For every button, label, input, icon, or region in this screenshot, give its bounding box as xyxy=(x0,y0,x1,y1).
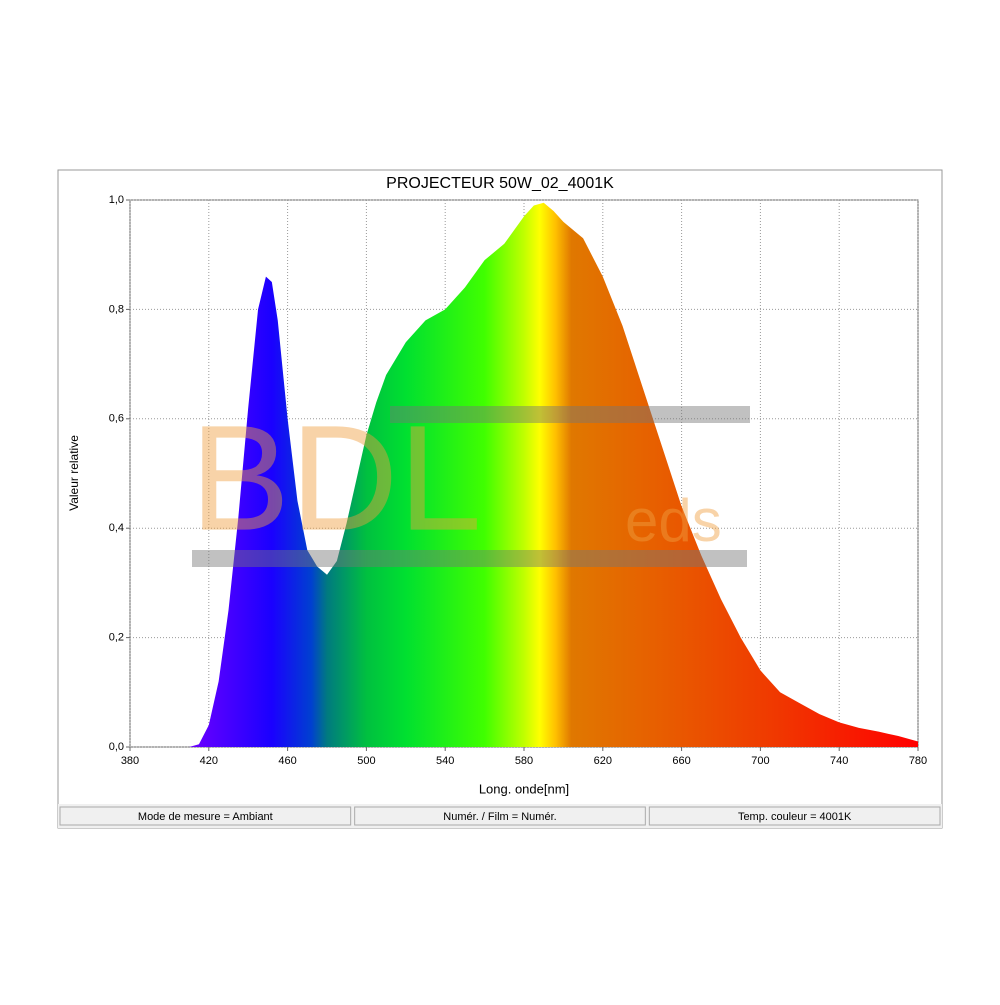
x-tick-label: 780 xyxy=(909,755,927,767)
x-tick-label: 460 xyxy=(278,755,296,767)
y-tick-label: 0,6 xyxy=(109,413,124,425)
footer-text: Temp. couleur = 4001K xyxy=(738,811,852,823)
y-tick-label: 0,4 xyxy=(109,522,124,534)
footer: Mode de mesure = Ambiant Numér. / Film = … xyxy=(59,806,941,826)
chart-title: PROJECTEUR 50W_02_4001K xyxy=(386,175,614,192)
watermark-bar xyxy=(390,406,750,423)
x-tick-label: 500 xyxy=(357,755,375,767)
footer-cell xyxy=(648,806,941,826)
y-tick-label: 1,0 xyxy=(109,194,124,206)
x-tick-label: 380 xyxy=(121,755,139,767)
watermark-bar xyxy=(192,550,747,567)
x-tick-label: 700 xyxy=(751,755,769,767)
x-tick-label: 580 xyxy=(515,755,533,767)
watermark-text: eds xyxy=(625,487,722,554)
x-tick-label: 620 xyxy=(594,755,612,767)
footer-cell xyxy=(59,806,352,826)
spectrum-area xyxy=(189,202,919,748)
y-axis-label: Valeur relative xyxy=(67,435,81,511)
x-tick-label: 660 xyxy=(672,755,690,767)
footer-text: Numér. / Film = Numér. xyxy=(443,811,556,823)
watermark-text: BDL xyxy=(190,394,482,562)
y-tick-label: 0,0 xyxy=(109,741,124,753)
x-tick-label: 420 xyxy=(200,755,218,767)
x-tick-label: 540 xyxy=(436,755,454,767)
watermark: BDL eds xyxy=(190,394,750,567)
footer-cell xyxy=(354,806,646,826)
footer-text: Mode de mesure = Ambiant xyxy=(138,811,273,823)
y-tick-label: 0,2 xyxy=(109,632,124,644)
x-tick-label: 740 xyxy=(830,755,848,767)
y-tick-label: 0,8 xyxy=(109,303,124,315)
area-layer xyxy=(189,202,919,748)
x-axis-label: Long. onde[nm] xyxy=(479,781,569,796)
